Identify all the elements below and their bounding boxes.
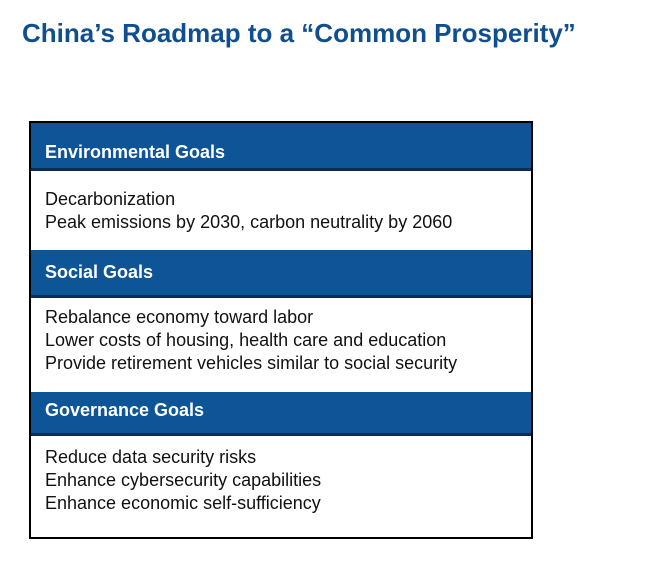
list-item: Peak emissions by 2030, carbon neutralit… — [45, 212, 453, 232]
list-item: Enhance economic self-sufficiency — [45, 493, 321, 513]
list-item: Reduce data security risks — [45, 447, 257, 467]
list-item: Provide retirement vehicles similar to s… — [45, 353, 458, 373]
social-goals-header-label: Social Goals — [45, 262, 154, 282]
governance-goals-header: Governance Goals — [31, 392, 531, 436]
page-title: China’s Roadmap to a “Common Prosperity” — [22, 18, 576, 48]
list-item: Lower costs of housing, health care and … — [45, 330, 447, 350]
goals-table: Environmental Goals Decarbonization Peak… — [29, 121, 533, 539]
governance-goals-body: Reduce data security risks Enhance cyber… — [31, 446, 531, 515]
governance-goals-header-label: Governance Goals — [45, 400, 205, 420]
social-goals-body: Rebalance economy toward labor Lower cos… — [31, 306, 531, 375]
list-item: Enhance cybersecurity capabilities — [45, 470, 322, 490]
environmental-goals-header: Environmental Goals — [31, 123, 531, 171]
list-item: Decarbonization — [45, 189, 176, 209]
list-item: Rebalance economy toward labor — [45, 307, 314, 327]
social-goals-header: Social Goals — [31, 250, 531, 298]
environmental-goals-header-label: Environmental Goals — [45, 142, 226, 162]
environmental-goals-body: Decarbonization Peak emissions by 2030, … — [31, 188, 531, 234]
